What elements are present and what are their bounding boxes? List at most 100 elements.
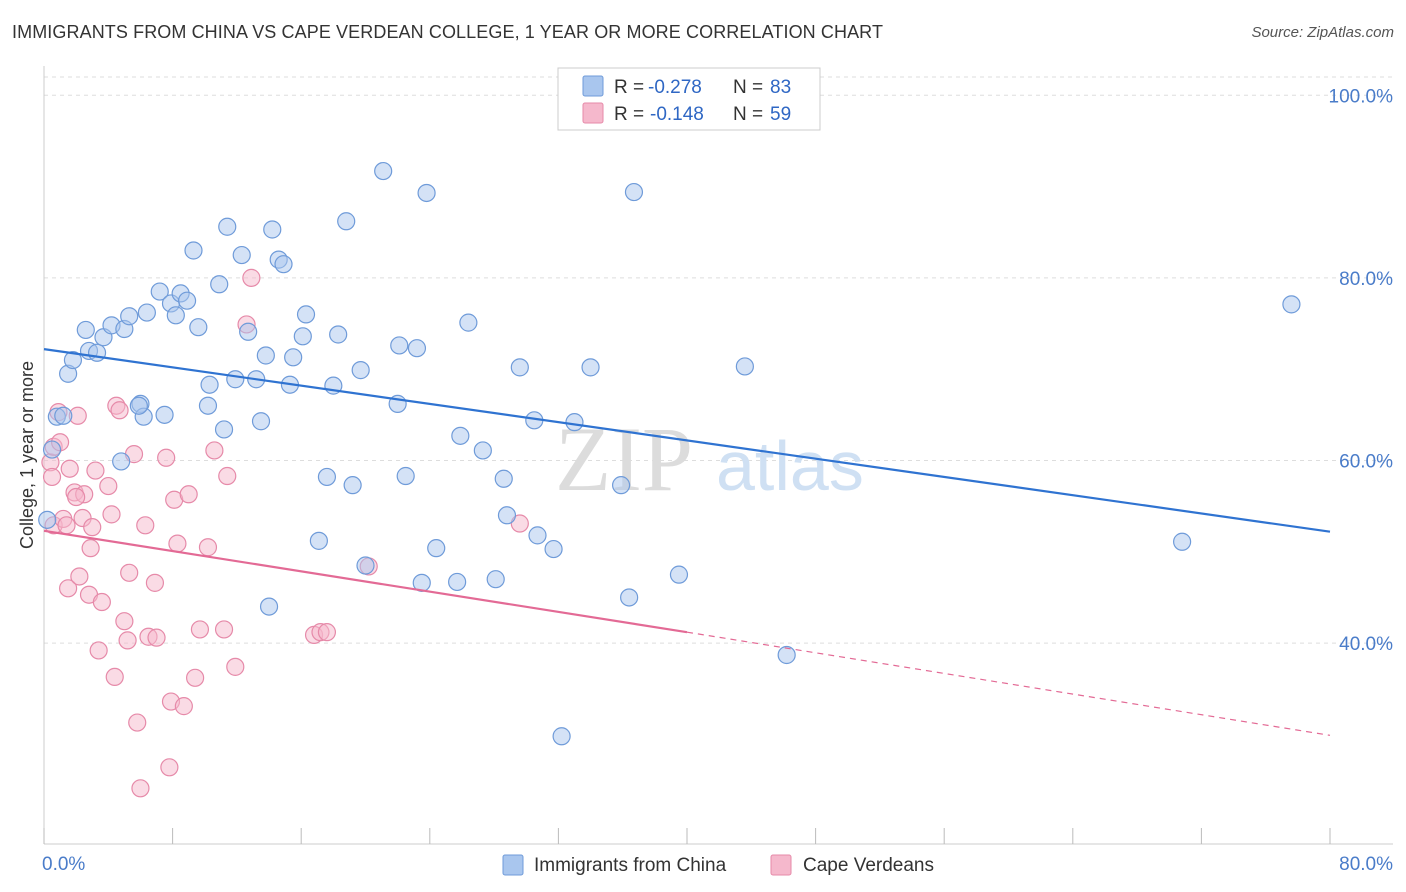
watermark-atlas: atlas bbox=[716, 427, 864, 505]
scatter-point bbox=[110, 401, 129, 420]
scatter-point bbox=[448, 572, 467, 592]
x-tick-label-min: 0.0% bbox=[42, 854, 85, 875]
legend-n-label-cape: N = bbox=[733, 104, 763, 125]
scatter-point bbox=[70, 567, 89, 586]
scatter-point bbox=[390, 336, 409, 355]
scatter-point bbox=[356, 556, 375, 575]
scatter-point bbox=[263, 220, 282, 239]
scatter-point bbox=[735, 357, 754, 376]
scatter-point bbox=[168, 534, 187, 553]
scatter-point bbox=[317, 623, 337, 642]
scatter-point bbox=[259, 597, 279, 616]
scatter-point bbox=[317, 467, 337, 487]
scatter-point bbox=[214, 420, 234, 439]
scatter-point bbox=[284, 348, 303, 367]
scatter-point bbox=[155, 405, 174, 424]
scatter-point bbox=[251, 412, 271, 431]
scatter-point bbox=[76, 320, 95, 340]
scatter-point bbox=[120, 307, 139, 326]
legend-bottom: Immigrants from China Cape Verdeans bbox=[502, 854, 934, 876]
scatter-point bbox=[147, 628, 166, 647]
legend-n-value-cape: 59 bbox=[770, 104, 791, 125]
scatter-point bbox=[198, 538, 218, 557]
scatter-point bbox=[160, 758, 179, 777]
legend-n-value-china: 83 bbox=[770, 77, 791, 98]
scatter-point bbox=[86, 461, 105, 480]
scatter-point bbox=[102, 505, 121, 524]
scatter-point bbox=[451, 426, 470, 445]
trend-layer bbox=[43, 348, 1331, 736]
scatter-point bbox=[189, 318, 208, 337]
trend-line-cape bbox=[43, 529, 688, 634]
scatter-point bbox=[145, 573, 165, 592]
scatter-point bbox=[179, 485, 198, 504]
scatter-point bbox=[396, 466, 415, 486]
scatter-point bbox=[115, 612, 134, 631]
scatter-point bbox=[552, 727, 571, 746]
scatter-point bbox=[198, 396, 218, 415]
scatter-point bbox=[293, 327, 312, 346]
scatter-point bbox=[89, 641, 108, 660]
scatter-point bbox=[337, 212, 356, 231]
legend-r-value-cape: -0.148 bbox=[650, 104, 704, 125]
scatter-point bbox=[218, 217, 237, 236]
scatter-point bbox=[60, 459, 79, 478]
scatter-point bbox=[67, 487, 86, 507]
scatter-point bbox=[624, 182, 644, 202]
trend-line-cape-extension bbox=[686, 631, 1331, 736]
scatter-point bbox=[497, 506, 517, 525]
scatter-point bbox=[129, 396, 148, 415]
scatter-point bbox=[528, 526, 547, 545]
scatter-point bbox=[256, 346, 275, 365]
scatter-point bbox=[1173, 532, 1192, 551]
scatter-point bbox=[128, 713, 147, 732]
scatter-point bbox=[581, 358, 600, 377]
legend-r-label-china: R = bbox=[614, 77, 644, 98]
scatter-point bbox=[417, 183, 436, 203]
scatter-point bbox=[120, 563, 139, 582]
scatter-point bbox=[200, 375, 219, 394]
scatter-point bbox=[351, 361, 370, 380]
legend-bottom-swatch-cape bbox=[770, 854, 792, 876]
scatter-point bbox=[343, 476, 362, 495]
scatter-point bbox=[486, 570, 505, 589]
scatter-point bbox=[59, 579, 78, 598]
scatter-point bbox=[296, 305, 316, 324]
scatter-point bbox=[226, 370, 245, 389]
legend-swatch-china bbox=[582, 75, 604, 97]
scatter-point bbox=[157, 448, 176, 467]
scatter-point bbox=[510, 514, 529, 533]
axis-layer bbox=[43, 66, 1393, 845]
scatter-point bbox=[777, 645, 796, 665]
y-tick-label: 100.0% bbox=[1329, 86, 1394, 107]
scatter-point bbox=[57, 516, 76, 535]
scatter-point bbox=[611, 476, 631, 495]
scatter-point bbox=[239, 322, 258, 341]
scatter-point bbox=[407, 339, 427, 358]
chart-source: Source: ZipAtlas.com bbox=[1251, 24, 1394, 41]
scatter-point bbox=[473, 441, 492, 460]
chart-title: IMMIGRANTS FROM CHINA VS CAPE VERDEAN CO… bbox=[12, 22, 884, 42]
legend-bottom-label-cape: Cape Verdeans bbox=[803, 855, 934, 876]
legend-swatch-cape bbox=[582, 102, 604, 124]
scatter-point bbox=[92, 592, 111, 612]
scatter-point bbox=[226, 657, 245, 676]
scatter-point bbox=[54, 406, 73, 425]
scatter-point bbox=[166, 306, 185, 325]
scatter-point bbox=[1282, 295, 1301, 314]
scatter-point bbox=[136, 516, 155, 535]
scatter-point bbox=[81, 539, 100, 558]
scatter-point bbox=[218, 466, 237, 486]
scatter-point bbox=[42, 467, 62, 487]
scatter-point bbox=[63, 350, 83, 370]
scatter-point bbox=[190, 620, 210, 639]
scatter-point bbox=[186, 668, 205, 687]
scatter-point bbox=[565, 413, 584, 432]
scatter-point bbox=[174, 697, 193, 716]
y-tick-label: 80.0% bbox=[1339, 269, 1393, 290]
trend-line-china bbox=[43, 348, 1331, 533]
legend-r-label-cape: R = bbox=[614, 104, 644, 125]
scatter-point bbox=[150, 282, 169, 301]
scatter-point bbox=[83, 518, 102, 537]
y-axis-title: College, 1 year or more bbox=[17, 361, 37, 549]
